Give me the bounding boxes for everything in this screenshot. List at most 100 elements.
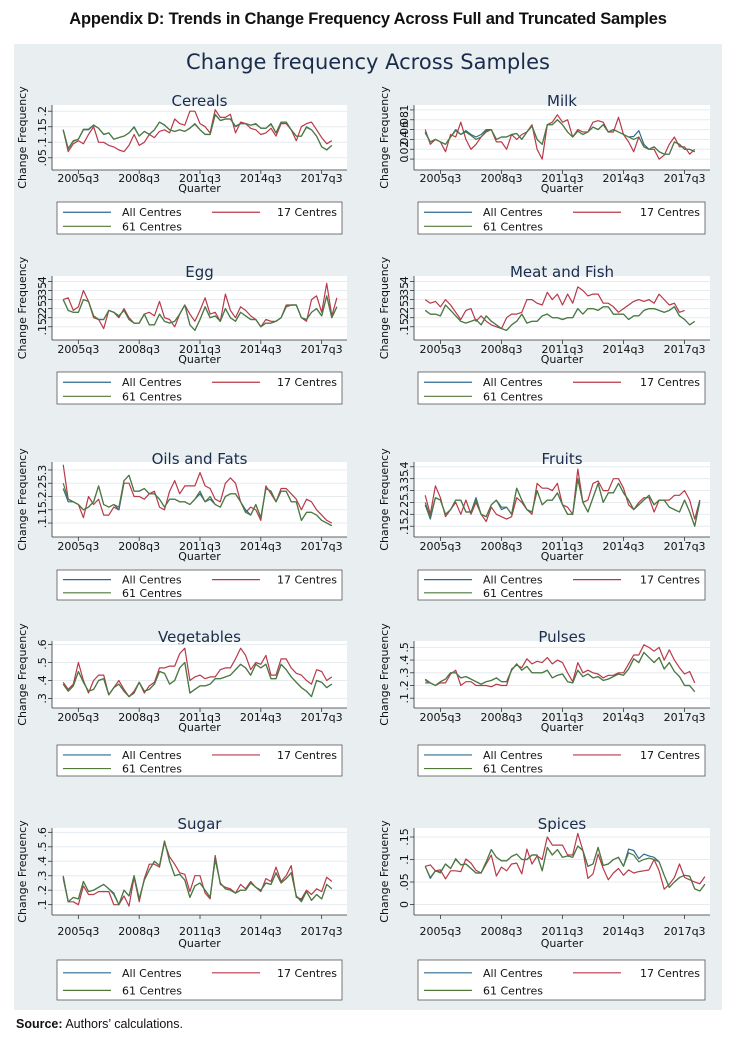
- y-tick-label: .05: [36, 149, 49, 167]
- series-line-61-centres: [424, 845, 706, 892]
- x-axis-label: Quarter: [178, 937, 221, 950]
- y-tick-label: .35: [398, 470, 411, 488]
- x-tick-label: 2005q3: [419, 711, 461, 724]
- plot-area: [52, 828, 347, 915]
- legend-label: 61 Centres: [122, 220, 182, 233]
- x-tick-label: 2014q3: [240, 172, 282, 185]
- series-line-61-centres: [62, 295, 338, 331]
- y-tick-label: .4: [398, 276, 411, 287]
- panel-pulses: Pulses .1 .2.3 .4 .5 Change Frequency 2005q3 20…: [378, 623, 710, 777]
- legend-label: 17 Centres: [277, 376, 337, 389]
- legend-label: All Centres: [122, 574, 182, 587]
- x-tick-label: 2005q3: [57, 925, 99, 938]
- y-axis-label: Change Frequency: [16, 623, 29, 726]
- x-tick-label: 2008q3: [480, 343, 522, 356]
- legend-label: 61 Centres: [483, 220, 543, 233]
- x-tick-label: 2008q3: [118, 540, 160, 553]
- y-tick-label: .25: [36, 474, 49, 492]
- legend-label: 17 Centres: [640, 376, 700, 389]
- series-line-61-centres: [424, 304, 696, 331]
- legend: [56, 744, 343, 777]
- legend-label: All Centres: [483, 967, 543, 980]
- panel-oils-and-fats: Oils and Fats .1.15.2.25.3 Change Frequenc…: [16, 448, 347, 601]
- legend-label: All Centres: [483, 206, 543, 219]
- x-axis-label: Quarter: [178, 721, 221, 734]
- y-tick-label: .5: [398, 642, 411, 653]
- y-tick-label: .08: [398, 111, 411, 129]
- x-tick-label: 2014q3: [240, 711, 282, 724]
- legend-label: 17 Centres: [277, 574, 337, 587]
- x-axis-label: Quarter: [541, 937, 584, 950]
- x-tick-label: 2011q3: [542, 711, 584, 724]
- panel-spices: Spices 0 .05 .1 .15 Change Frequency 2005q3 200…: [378, 815, 710, 1001]
- legend-label: 61 Centres: [122, 984, 182, 997]
- x-tick-label: 2008q3: [118, 172, 160, 185]
- series-line-61-centres: [62, 474, 333, 527]
- x-tick-label: 2017q3: [301, 172, 343, 185]
- legend: [417, 744, 706, 777]
- legend-label: 17 Centres: [640, 967, 700, 980]
- y-tick-label: .15: [36, 501, 49, 519]
- y-axis-label: Change Frequency: [378, 448, 391, 551]
- y-tick-label: .4: [398, 655, 411, 666]
- x-tick-label: 2011q3: [179, 343, 221, 356]
- y-tick-label: .5: [36, 657, 49, 668]
- x-tick-label: 2008q3: [480, 711, 522, 724]
- y-tick-label: .3: [398, 485, 411, 496]
- panel-egg: Egg .15.2.25.3.35.4 Change Frequency 2005q3…: [16, 256, 347, 405]
- source-label: Source:: [16, 1017, 63, 1031]
- legend-label: 61 Centres: [483, 763, 543, 776]
- panel-meat-and-fish: Meat and Fish .15.2.25.3.35.4 Change Frequ…: [378, 256, 710, 405]
- series-line-17-centres: [424, 286, 685, 330]
- x-tick-label: 2005q3: [419, 540, 461, 553]
- y-tick-label: .15: [36, 118, 49, 136]
- x-axis-label: Quarter: [178, 550, 221, 563]
- y-tick-label: .1: [398, 854, 411, 865]
- panel-title: Fruits: [541, 450, 582, 468]
- y-tick-label: .15: [398, 517, 411, 535]
- y-tick-label: .3: [36, 870, 49, 881]
- x-tick-label: 2011q3: [179, 540, 221, 553]
- x-tick-label: 2008q3: [480, 925, 522, 938]
- x-tick-label: 2011q3: [542, 925, 584, 938]
- x-axis-label: Quarter: [541, 721, 584, 734]
- y-tick-label: .04: [398, 131, 411, 149]
- y-tick-label: .1: [36, 899, 49, 910]
- x-tick-label: 2014q3: [240, 343, 282, 356]
- panel-fruits: Fruits .15.2.25.3.35.4 Change Frequency 200…: [378, 448, 710, 601]
- series-line-17-centres: [424, 644, 696, 688]
- x-tick-label: 2011q3: [179, 172, 221, 185]
- series-line-61-centres: [62, 114, 333, 151]
- legend: [56, 959, 343, 1001]
- y-tick-label: .3: [398, 668, 411, 679]
- y-tick-label: .1: [398, 693, 411, 704]
- legend-label: All Centres: [122, 206, 182, 219]
- y-tick-label: .3: [36, 465, 49, 476]
- y-tick-label: .25: [398, 494, 411, 512]
- y-tick-label: .4: [36, 856, 49, 867]
- series-line-17-centres: [62, 464, 333, 524]
- legend: [417, 569, 706, 601]
- x-tick-label: 2017q3: [301, 925, 343, 938]
- x-tick-label: 2005q3: [57, 540, 99, 553]
- y-tick-label: .4: [398, 462, 411, 473]
- y-tick-label: .1: [398, 105, 411, 116]
- x-axis-label: Quarter: [541, 182, 584, 195]
- x-axis-label: Quarter: [541, 550, 584, 563]
- x-tick-label: 2008q3: [118, 925, 160, 938]
- legend-label: 61 Centres: [483, 984, 543, 997]
- legend-label: All Centres: [483, 376, 543, 389]
- legend-label: All Centres: [122, 749, 182, 762]
- plot-area: [414, 828, 710, 915]
- y-axis-label: Change Frequency: [16, 256, 29, 359]
- x-tick-label: 2014q3: [240, 540, 282, 553]
- legend-label: All Centres: [483, 749, 543, 762]
- legend: [56, 201, 343, 235]
- x-tick-label: 2005q3: [419, 172, 461, 185]
- x-tick-label: 2014q3: [603, 925, 645, 938]
- y-tick-label: .5: [36, 842, 49, 853]
- x-tick-label: 2017q3: [301, 540, 343, 553]
- y-tick-label: .15: [398, 318, 411, 336]
- y-tick-label: .35: [36, 282, 49, 300]
- y-tick-label: .25: [398, 300, 411, 318]
